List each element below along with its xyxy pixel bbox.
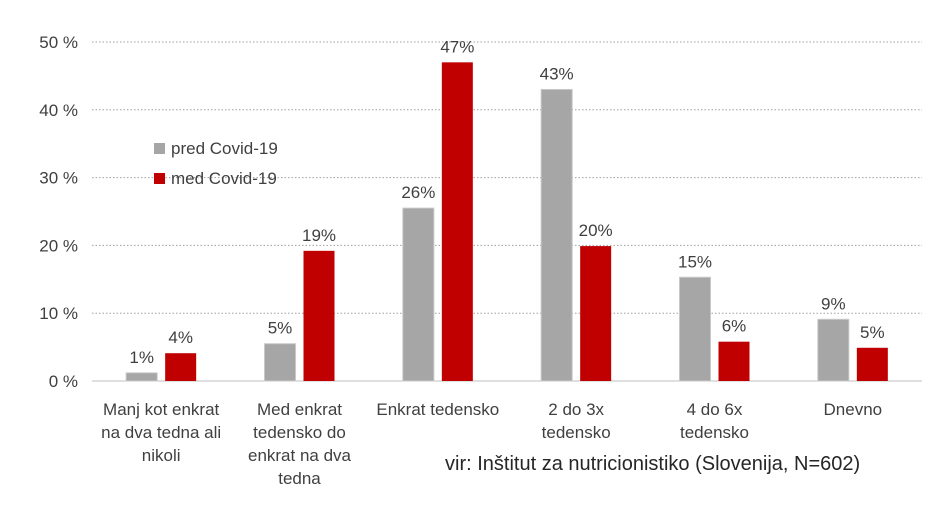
data-label: 15% xyxy=(678,252,712,271)
x-tick-label: enkrat na dva xyxy=(248,446,352,465)
y-tick-label: 50 % xyxy=(39,33,78,52)
bar-med xyxy=(856,347,888,381)
data-label: 9% xyxy=(821,294,846,313)
bar-med xyxy=(303,250,335,381)
data-label: 1% xyxy=(129,348,154,367)
x-tick-label: Dnevno xyxy=(824,400,883,419)
bar-pred xyxy=(402,207,435,382)
y-tick-label: 30 % xyxy=(39,169,78,188)
legend-label: med Covid-19 xyxy=(171,169,277,188)
x-tick-label: Manj kot enkrat xyxy=(103,400,219,419)
legend-label: pred Covid-19 xyxy=(171,139,278,158)
bar-pred xyxy=(264,343,296,382)
bar-pred xyxy=(817,318,850,382)
x-tick-label: nikoli xyxy=(142,446,181,465)
legend-swatch xyxy=(154,173,165,184)
y-tick-label: 40 % xyxy=(39,101,78,120)
data-label: 43% xyxy=(540,64,574,83)
data-label: 19% xyxy=(302,226,336,245)
data-label: 5% xyxy=(860,323,885,342)
x-tick-label: Enkrat tedensko xyxy=(376,400,499,419)
x-tick-label: tedensko xyxy=(542,423,611,442)
source-note: vir: Inštitut za nutricionistiko (Sloven… xyxy=(445,453,861,475)
y-tick-label: 0 % xyxy=(49,372,78,391)
data-label: 26% xyxy=(401,183,435,202)
data-label: 20% xyxy=(579,221,613,240)
data-label: 6% xyxy=(722,317,747,336)
bar-pred xyxy=(540,88,573,382)
y-tick-label: 10 % xyxy=(39,304,78,323)
bar-med xyxy=(165,353,197,381)
legend-swatch xyxy=(154,143,165,154)
data-label: 47% xyxy=(440,37,474,56)
bar-med xyxy=(441,62,473,382)
x-tick-label: tedensko xyxy=(680,423,749,442)
x-tick-label: na dva tedna ali xyxy=(101,423,221,442)
x-tick-label: Med enkrat xyxy=(257,400,342,419)
bar-med xyxy=(718,341,750,381)
x-tick-label: tedensko do xyxy=(253,423,346,442)
data-label: 5% xyxy=(268,319,293,338)
bar-pred xyxy=(125,372,158,382)
bar-med xyxy=(580,246,612,381)
x-tick-label: tedna xyxy=(278,469,321,488)
data-label: 4% xyxy=(168,328,193,347)
bar-pred xyxy=(679,276,711,382)
x-tick-label: 2 do 3x xyxy=(548,400,604,419)
y-tick-label: 20 % xyxy=(39,236,78,255)
x-tick-label: 4 do 6x xyxy=(687,400,743,419)
